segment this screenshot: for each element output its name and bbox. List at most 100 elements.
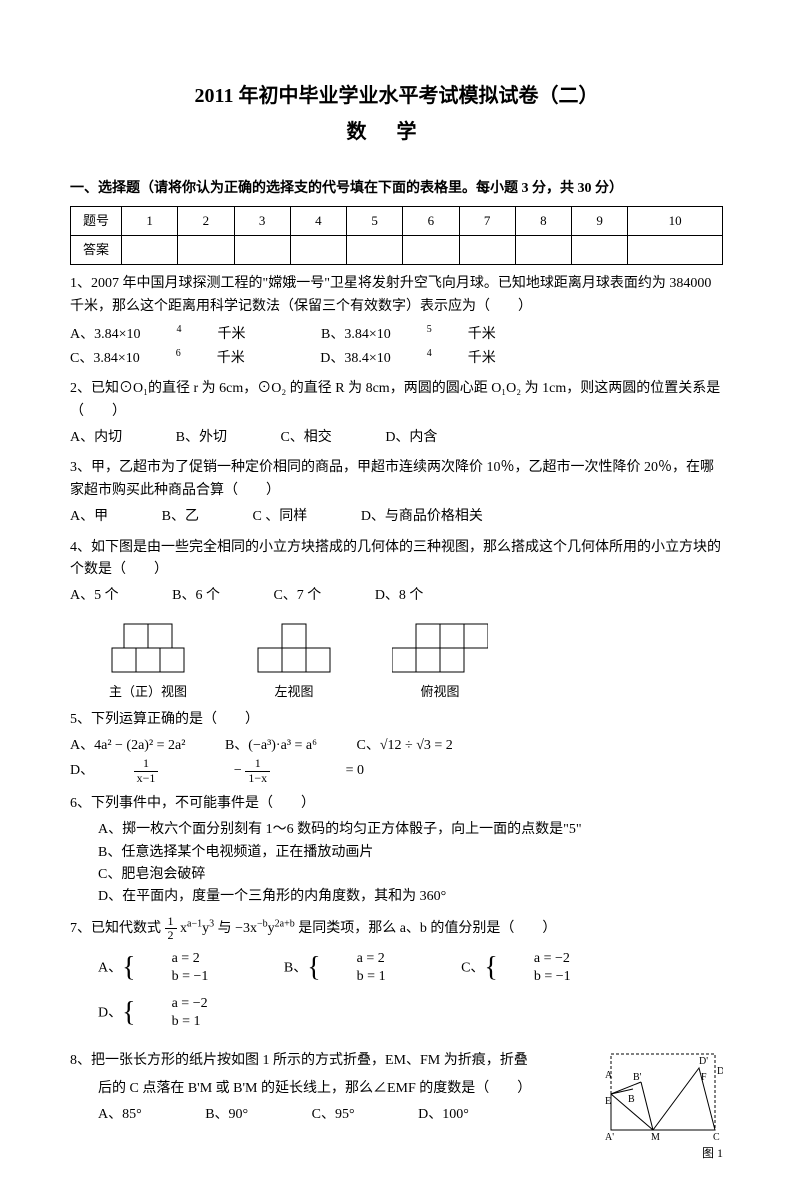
top-view-label: 俯视图 (392, 682, 488, 703)
q8-text1: 8、把一张长方形的纸片按如图 1 所示的方式折叠，EM、FM 为折痕，折叠 (70, 1050, 593, 1072)
q7-B-a: a = 2 (357, 950, 386, 968)
q4-text: 4、如下图是由一些完全相同的小立方块搭成的几何体的三种视图，那么搭成这个几何体所… (70, 537, 723, 582)
q7-C-a: a = −2 (534, 950, 571, 968)
svg-text:D: D (717, 1066, 723, 1077)
q2-options: A、内切 B、外切 C、相交 D、内含 (70, 427, 723, 449)
q1-C: C、3.84×10 (70, 348, 140, 370)
q4-A: A、5 个 (70, 585, 119, 607)
q1-A-exp: 4 (177, 322, 182, 338)
q3-C: C 、同样 (252, 506, 307, 528)
q5-text: 5、下列运算正确的是（ ） (70, 709, 723, 731)
q7-B: B、{a = 2b = 1 (284, 946, 422, 991)
left-view-label: 左视图 (246, 682, 342, 703)
q6-C: C、肥皂泡会破碎 (98, 864, 723, 886)
grid-col: 5 (347, 207, 403, 236)
grid-col: 3 (234, 207, 290, 236)
q6-A: A、掷一枚六个面分别刻有 1～6 数码的均匀正方体骰子，向上一面的点数是"5" (98, 819, 723, 841)
q7-options: A、{a = 2b = −1 B、{a = 2b = 1 C、{a = −2b … (98, 946, 723, 1036)
grid-col: 2 (178, 207, 234, 236)
grid-answer-cell (628, 236, 723, 265)
q8-row: 8、把一张长方形的纸片按如图 1 所示的方式折叠，EM、FM 为折痕，折叠 后的… (70, 1044, 723, 1163)
q5-A: A、4a² − (2a)² = 2a² (70, 735, 185, 757)
grid-answer-cell (459, 236, 515, 265)
grid-answer-cell (347, 236, 403, 265)
q6-D: D、在平面内，度量一个三角形的内角度数，其和为 360° (98, 886, 723, 908)
q1-B-exp: 5 (427, 322, 432, 338)
q5-D-eq: = 0 (346, 760, 364, 782)
grid-col: 9 (572, 207, 628, 236)
q6-options: A、掷一枚六个面分别刻有 1～6 数码的均匀正方体骰子，向上一面的点数是"5" … (98, 819, 723, 909)
q3-text: 3、甲，乙超市为了促销一种定价相同的商品，甲超市连续两次降价 10％，乙超市一次… (70, 457, 723, 502)
grid-col: 10 (628, 207, 723, 236)
q8-C: C、95° (312, 1104, 355, 1126)
q1-A-tail: 千米 (218, 324, 246, 346)
q8-B: B、90° (205, 1104, 248, 1126)
grid-col: 8 (515, 207, 571, 236)
section-1-heading: 一、选择题（请将你认为正确的选择支的代号填在下面的表格里。每小题 3 分，共 3… (70, 178, 723, 200)
grid-row1-label: 题号 (71, 207, 122, 236)
q7-C-b: b = −1 (534, 968, 571, 986)
grid-answer-cell (234, 236, 290, 265)
q7-text: 7、已知代数式 12 xa−1y3 与 −3x−by2a+b 是同类项，那么 a… (70, 915, 723, 942)
grid-col: 4 (290, 207, 346, 236)
svg-text:C: C (713, 1132, 720, 1143)
left-view-svg (246, 618, 342, 678)
svg-text:A: A (605, 1070, 613, 1081)
answer-grid: 题号 1 2 3 4 5 6 7 8 9 10 答案 (70, 206, 723, 265)
q1-A: A、3.84×10 (70, 324, 141, 346)
q5-options: A、4a² − (2a)² = 2a² B、(−a³)·a³ = a⁶ C、√1… (70, 735, 723, 785)
q6-B: B、任意选择某个电视频道，正在播放动画片 (98, 842, 723, 864)
q4-views: 主（正）视图 左视图 俯视图 (100, 618, 723, 703)
q2-A: A、内切 (70, 427, 122, 449)
q2-text: 2、已知⊙O₁的直径 r 为 6cm，⊙O₂ 的直径 R 为 8cm，两圆的圆心… (70, 378, 723, 423)
q7-B-b: b = 1 (357, 968, 386, 986)
q1-D-tail: 千米 (468, 348, 496, 370)
front-view: 主（正）视图 (100, 618, 196, 703)
q8-figure: AB' EB A'M CD D'F 图 1 (603, 1044, 723, 1163)
q8-D: D、100° (418, 1104, 469, 1126)
q7-D-a: a = −2 (172, 995, 208, 1013)
q1-B: B、3.84×10 (321, 324, 391, 346)
q1-C-exp: 6 (176, 346, 181, 362)
q7-A-b: b = −1 (172, 968, 209, 986)
q7-pre: 7、已知代数式 (70, 921, 165, 936)
q7-D-b: b = 1 (172, 1013, 208, 1031)
q4-C: C、7 个 (273, 585, 321, 607)
svg-text:D': D' (699, 1056, 708, 1067)
grid-row2-label: 答案 (71, 236, 122, 265)
q8-A: A、85° (98, 1104, 142, 1126)
grid-col: 1 (122, 207, 178, 236)
left-view: 左视图 (246, 618, 342, 703)
grid-answer-cell (403, 236, 459, 265)
front-view-label: 主（正）视图 (100, 682, 196, 703)
q7-mid2: y (268, 921, 275, 936)
svg-text:B: B (628, 1094, 635, 1105)
q3-D: D、与商品价格相关 (361, 506, 483, 528)
q3-options: A、甲 B、乙 C 、同样 D、与商品价格相关 (70, 506, 723, 528)
q7-C: C、{a = −2b = −1 (461, 946, 607, 991)
q1-text: 1、2007 年中国月球探测工程的"嫦娥一号"卫星将发射升空飞向月球。已知地球距… (70, 273, 723, 318)
title-line-2: 数学 (70, 116, 723, 148)
q7-A-a: a = 2 (172, 950, 209, 968)
q7-D: D、{a = −2b = 1 (98, 991, 244, 1036)
svg-text:F: F (701, 1072, 707, 1083)
top-view: 俯视图 (392, 618, 488, 703)
q8-text2: 后的 C 点落在 B'M 或 B'M 的延长线上，那么∠EMF 的度数是（ ） (98, 1078, 593, 1100)
grid-answer-cell (290, 236, 346, 265)
svg-text:A': A' (605, 1132, 614, 1143)
grid-col: 7 (459, 207, 515, 236)
fold-diagram-svg: AB' EB A'M CD D'F (603, 1044, 723, 1144)
grid-answer-cell (515, 236, 571, 265)
q5-D-pre: D、 (70, 760, 94, 782)
grid-answer-cell (122, 236, 178, 265)
q2-B: B、外切 (176, 427, 227, 449)
q4-D: D、8 个 (375, 585, 424, 607)
q4-B: B、6 个 (172, 585, 220, 607)
q5-D: D、 1x−1 − 11−x = 0 (70, 757, 400, 784)
svg-text:M: M (651, 1132, 660, 1143)
grid-answer-cell (572, 236, 628, 265)
q1-C-tail: 千米 (217, 348, 245, 370)
q5-C: C、√12 ÷ √3 = 2 (357, 735, 453, 757)
q1-D: D、38.4×10 (320, 348, 391, 370)
front-view-svg (100, 618, 196, 678)
